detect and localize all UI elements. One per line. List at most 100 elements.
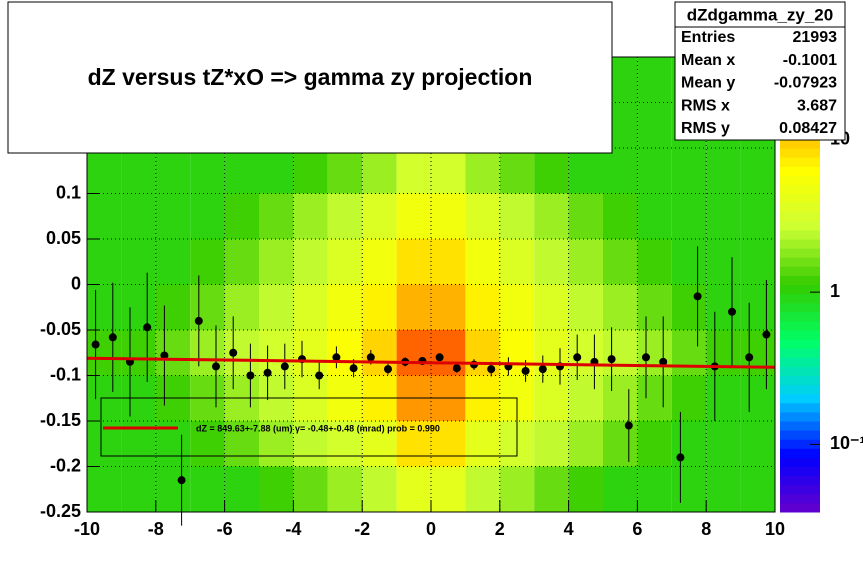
- palette-box: [780, 330, 820, 340]
- heat-cell: [568, 330, 603, 376]
- x-tick-label: 2: [495, 519, 505, 539]
- heat-cell: [224, 466, 259, 512]
- palette-box: [780, 430, 820, 440]
- profile-point: [762, 330, 771, 339]
- heat-cell: [121, 330, 156, 376]
- palette-box: [780, 229, 820, 240]
- palette-box: [780, 257, 820, 267]
- profile-point: [452, 364, 461, 373]
- heat-cell: [396, 148, 431, 194]
- heat-cell: [362, 466, 397, 512]
- fit-line: [86, 356, 776, 369]
- heat-cell: [293, 284, 328, 330]
- profile-point: [538, 365, 547, 374]
- profile-point: [745, 353, 754, 362]
- heat-cell: [568, 193, 603, 239]
- profile-point: [160, 351, 169, 360]
- palette-box: [780, 284, 820, 295]
- heat-cell: [499, 193, 535, 239]
- heat-cell: [706, 330, 741, 376]
- x-tick-label: -4: [285, 519, 301, 539]
- heat-cell: [259, 239, 294, 285]
- heat-cell: [534, 148, 569, 194]
- heat-cell: [740, 284, 775, 330]
- heat-cell: [431, 148, 466, 194]
- heat-cell: [740, 239, 775, 285]
- profile-point: [280, 362, 289, 371]
- heat-cell: [155, 466, 191, 512]
- heat-cell: [431, 284, 466, 330]
- profile-point: [212, 362, 220, 371]
- heat-cell: [327, 239, 363, 285]
- heat-cell: [499, 466, 535, 512]
- palette-box: [780, 166, 820, 176]
- z-tick-label: 10⁻¹: [830, 433, 863, 453]
- heat-cell: [671, 330, 707, 376]
- heat-cell: [293, 193, 328, 239]
- heat-cell: [671, 239, 707, 285]
- heat-cell: [121, 148, 156, 194]
- heat-cell: [431, 193, 466, 239]
- palette-box: [780, 466, 820, 477]
- y-tick-label: -0.15: [40, 410, 81, 430]
- palette-box: [780, 175, 820, 185]
- profile-point: [607, 355, 616, 364]
- heat-cell: [706, 421, 741, 467]
- heat-cell: [637, 102, 672, 148]
- heat-cell: [671, 193, 707, 239]
- heat-cell: [224, 421, 259, 467]
- palette-box: [780, 220, 820, 231]
- heat-cell: [706, 466, 741, 512]
- heat-cell: [259, 330, 294, 376]
- heat-cell: [190, 193, 225, 239]
- profile-point: [728, 307, 736, 316]
- heat-cell: [499, 330, 535, 376]
- heat-cell: [603, 148, 638, 194]
- heat-cell: [293, 330, 328, 376]
- heat-cell: [671, 375, 707, 421]
- palette-box: [780, 439, 820, 449]
- palette-box: [780, 339, 820, 349]
- fit-legend: [100, 397, 518, 457]
- palette-box: [780, 457, 820, 467]
- profile-point: [521, 366, 530, 375]
- heat-cell: [568, 421, 603, 467]
- heat-cell: [431, 239, 466, 285]
- heat-cell: [637, 421, 672, 467]
- heat-cell: [224, 148, 259, 194]
- stats-value: -0.07923: [774, 75, 837, 92]
- palette-box: [780, 348, 820, 358]
- heat-cell: [465, 148, 500, 194]
- heat-cell: [637, 148, 672, 194]
- heat-cell: [190, 330, 225, 376]
- heat-cell: [637, 375, 672, 421]
- palette-box: [780, 493, 820, 504]
- heat-cell: [259, 193, 294, 239]
- palette-box: [780, 421, 820, 431]
- heat-cell: [190, 421, 225, 467]
- heat-cell: [327, 466, 363, 512]
- palette-box: [780, 393, 820, 404]
- heat-cell: [121, 284, 156, 330]
- profile-point: [676, 453, 685, 462]
- heat-cell: [671, 466, 707, 512]
- heat-cell: [87, 148, 122, 194]
- heat-cell: [740, 466, 775, 512]
- profile-point: [246, 371, 255, 380]
- heat-cell: [431, 421, 466, 467]
- palette-box: [780, 402, 820, 413]
- y-tick-label: -0.25: [40, 501, 81, 521]
- chart-title: dZ versus tZ*xO => gamma zy projection: [88, 64, 533, 90]
- stats-value: 3.687: [797, 97, 837, 114]
- profile-point: [573, 353, 582, 362]
- profile-point: [315, 371, 324, 380]
- profile-point: [384, 365, 392, 374]
- heat-cell: [190, 239, 225, 285]
- heat-cell: [637, 57, 672, 103]
- heat-cell: [224, 239, 259, 285]
- heat-cell: [568, 375, 603, 421]
- heat-cell: [396, 330, 431, 376]
- heat-cell: [499, 239, 535, 285]
- heat-cell: [603, 239, 638, 285]
- x-tick-label: 0: [426, 519, 436, 539]
